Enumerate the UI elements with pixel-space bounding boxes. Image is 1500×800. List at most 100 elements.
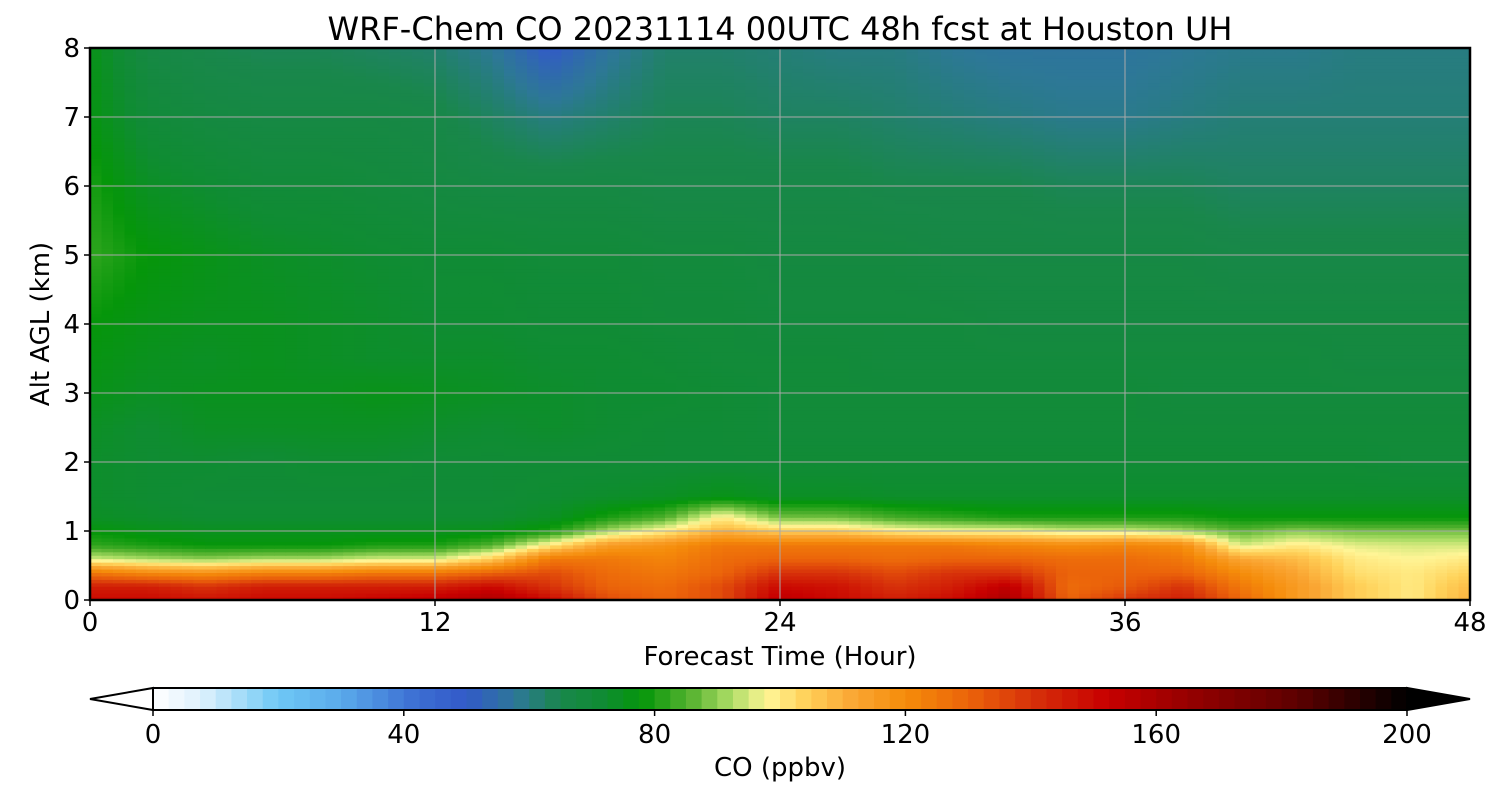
heatmap-cell [998, 510, 1011, 515]
heatmap-cell [1412, 517, 1425, 522]
heatmap-cell [159, 568, 172, 573]
heatmap-cell [205, 537, 218, 542]
heatmap-cell [124, 479, 137, 484]
heatmap-cell [987, 534, 1000, 539]
heatmap-cell [90, 493, 103, 498]
heatmap-cell [1021, 565, 1034, 570]
heatmap-cell [389, 486, 402, 491]
heatmap-cell [446, 510, 459, 515]
heatmap-cell [412, 537, 425, 542]
heatmap-cell [331, 544, 344, 549]
heatmap-cell [630, 489, 643, 494]
heatmap-cell [481, 513, 494, 518]
heatmap-cell [665, 465, 678, 470]
heatmap-cell [1159, 465, 1172, 470]
heatmap-cell [1320, 596, 1333, 600]
heatmap-cell [274, 551, 287, 556]
heatmap-cell [1090, 596, 1103, 600]
heatmap-cell [596, 586, 609, 591]
heatmap-cell [136, 482, 149, 487]
heatmap-cell [538, 499, 551, 504]
heatmap-cell [354, 458, 367, 463]
heatmap-cell [1274, 517, 1287, 522]
heatmap-cell [1090, 472, 1103, 477]
heatmap-cell [906, 586, 919, 591]
heatmap-cell [1355, 568, 1368, 573]
heatmap-cell [1182, 562, 1195, 567]
heatmap-cell [308, 517, 321, 522]
heatmap-cell [469, 524, 482, 529]
heatmap-cell [1309, 589, 1322, 594]
heatmap-cell [561, 493, 574, 498]
heatmap-cell [1389, 479, 1402, 484]
heatmap-cell [412, 541, 425, 546]
heatmap-cell [481, 572, 494, 577]
heatmap-cell [1458, 458, 1470, 463]
heatmap-cell [573, 582, 586, 587]
heatmap-cell [308, 582, 321, 587]
heatmap-cell [941, 537, 954, 542]
heatmap-cell [688, 482, 701, 487]
heatmap-cell [860, 568, 873, 573]
heatmap-cell [469, 506, 482, 511]
heatmap-cell [216, 499, 229, 504]
heatmap-cell [550, 513, 563, 518]
heatmap-cell [90, 558, 103, 563]
heatmap-cell [1424, 482, 1437, 487]
heatmap-cell [791, 586, 804, 591]
heatmap-cell [1148, 555, 1161, 560]
heatmap-cell [906, 475, 919, 480]
heatmap-cell [343, 489, 356, 494]
heatmap-cell [251, 555, 264, 560]
heatmap-cell [734, 499, 747, 504]
heatmap-cell [400, 524, 413, 529]
heatmap-cell [1125, 558, 1138, 563]
heatmap-cell [1274, 586, 1287, 591]
heatmap-cell [343, 506, 356, 511]
heatmap-cell [1435, 558, 1448, 563]
heatmap-cell [1263, 493, 1276, 498]
heatmap-cell [1228, 468, 1241, 473]
heatmap-cell [469, 534, 482, 539]
heatmap-cell [400, 558, 413, 563]
heatmap-cell [952, 499, 965, 504]
heatmap-cell [757, 572, 770, 577]
heatmap-cell [481, 582, 494, 587]
heatmap-cell [1447, 465, 1460, 470]
heatmap-cell [1309, 489, 1322, 494]
heatmap-cell [596, 499, 609, 504]
heatmap-cell [446, 496, 459, 501]
heatmap-cell [182, 537, 195, 542]
heatmap-cell [688, 575, 701, 580]
heatmap-cell [343, 493, 356, 498]
heatmap-cell [1102, 486, 1115, 491]
heatmap-cell [1217, 551, 1230, 556]
heatmap-cell [941, 558, 954, 563]
heatmap-cell [515, 537, 528, 542]
heatmap-cell [343, 458, 356, 463]
heatmap-cell [1297, 486, 1310, 491]
heatmap-cell [366, 499, 379, 504]
heatmap-cell [124, 558, 137, 563]
heatmap-cell [239, 517, 252, 522]
heatmap-cell [1309, 472, 1322, 477]
heatmap-cell [630, 520, 643, 525]
heatmap-cell [584, 475, 597, 480]
heatmap-cell [1010, 489, 1023, 494]
heatmap-cell [826, 531, 839, 536]
heatmap-cell [653, 455, 666, 460]
heatmap-cell [1251, 517, 1264, 522]
heatmap-cell [1309, 496, 1322, 501]
heatmap-cell [1228, 503, 1241, 508]
heatmap-cell [90, 462, 103, 467]
heatmap-cell [768, 472, 781, 477]
heatmap-cell [1194, 586, 1207, 591]
heatmap-cell [814, 562, 827, 567]
heatmap-cell [676, 548, 689, 553]
heatmap-cell [458, 468, 471, 473]
heatmap-cell [584, 472, 597, 477]
heatmap-cell [1136, 475, 1149, 480]
heatmap-cell [676, 579, 689, 584]
heatmap-cell [239, 520, 252, 525]
heatmap-cell [1033, 575, 1046, 580]
